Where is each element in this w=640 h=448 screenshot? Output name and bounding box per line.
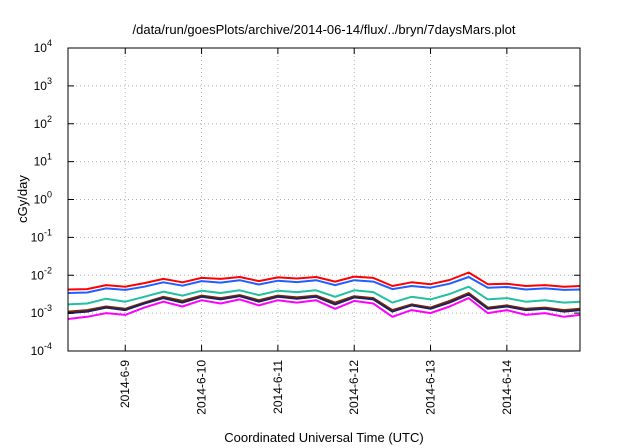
chart-title: /data/run/goesPlots/archive/2014-06-14/f…	[133, 22, 516, 37]
x-tick-label: 2014-6-10	[195, 360, 209, 415]
series-line-3	[67, 285, 581, 306]
series-lines	[67, 271, 581, 320]
series-line-5	[67, 293, 581, 315]
y-tick-label: 101	[34, 152, 52, 169]
y-tick-label: 100	[34, 190, 52, 207]
x-tick-label: 2014-6-13	[424, 360, 438, 415]
y-tick-label: 10-2	[31, 265, 52, 282]
y-tick-label: 10-4	[31, 341, 52, 358]
y-tick-label: 103	[34, 76, 52, 93]
y-axis-label: cGy/day	[15, 175, 30, 223]
x-tick-label: 2014-6-12	[347, 360, 361, 415]
y-tick-label: 10-3	[31, 303, 52, 320]
series-line-6	[67, 297, 581, 320]
series-line-2	[67, 276, 581, 294]
series-line-4	[67, 292, 581, 313]
y-tick-label: 104	[34, 38, 52, 55]
x-axis: 2014-6-9 2014-6-10 2014-6-11 2014-6-12 2014-…	[118, 48, 514, 415]
x-tick-label: 2014-6-9	[118, 360, 132, 408]
series-line-1	[67, 271, 581, 291]
y-tick-label: 10-1	[31, 227, 52, 244]
y-tick-label: 102	[34, 114, 52, 131]
x-tick-label: 2014-6-11	[271, 360, 285, 414]
x-tick-label: 2014-6-14	[500, 360, 514, 415]
x-axis-label: Coordinated Universal Time (UTC)	[224, 430, 423, 445]
y-axis: 10-4 10-3 10-2 10-1 100 101 102 103 104	[31, 38, 580, 358]
